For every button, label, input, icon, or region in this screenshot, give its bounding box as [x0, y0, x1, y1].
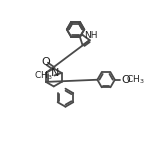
Text: O: O: [121, 75, 130, 85]
Text: CH$_3$: CH$_3$: [34, 69, 53, 82]
Text: N: N: [51, 68, 59, 78]
Text: CH$_3$: CH$_3$: [126, 73, 145, 86]
Text: O: O: [42, 57, 50, 67]
Text: NH: NH: [84, 31, 98, 39]
